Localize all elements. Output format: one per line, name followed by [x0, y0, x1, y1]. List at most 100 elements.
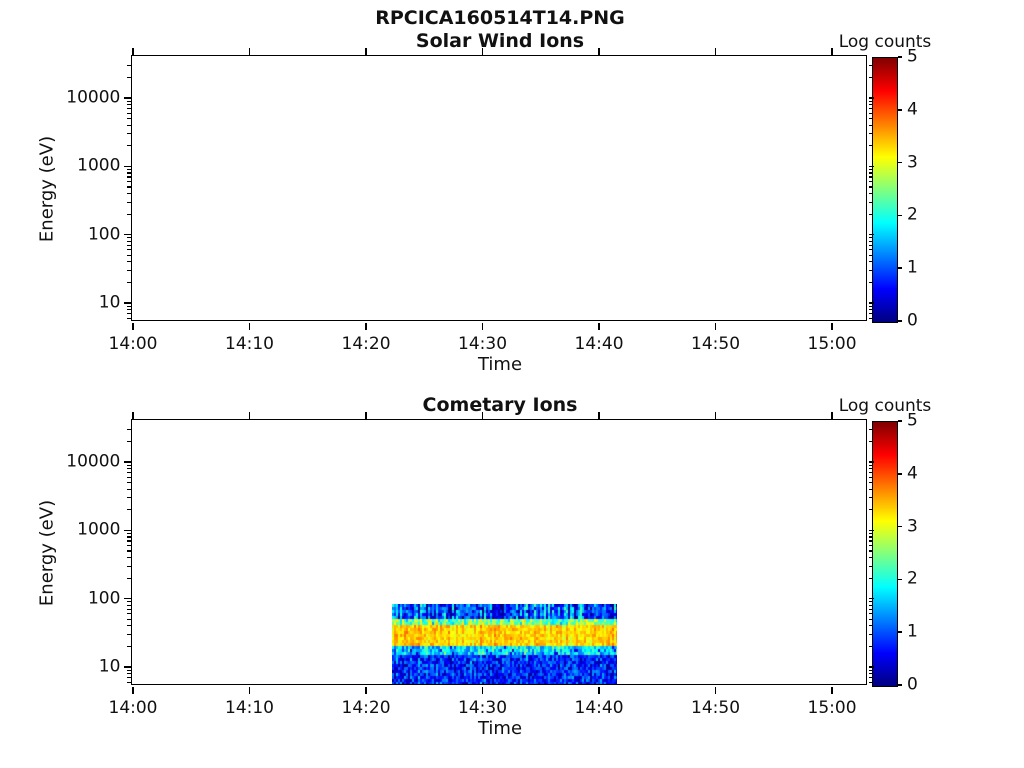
- y-tick-mark: [124, 233, 132, 236]
- y-tick-mark-right: [868, 550, 872, 552]
- y-tick-mark-right: [868, 176, 872, 178]
- y-tick-mark-right: [868, 544, 872, 547]
- colorbar-tick-label: 0: [907, 310, 918, 331]
- y-tick-mark-right: [868, 613, 872, 615]
- y-tick-mark-right: [868, 317, 872, 319]
- y-tick-mark: [127, 269, 132, 271]
- x-tick-mark: [365, 686, 367, 694]
- y-tick-mark-right: [868, 509, 872, 511]
- x-tick-label: 14:20: [341, 333, 391, 354]
- y-tick-mark: [127, 213, 132, 215]
- colorbar-tick-mark: [898, 473, 903, 475]
- x-tick-mark-top: [714, 48, 717, 56]
- y-tick-mark-right: [868, 145, 872, 147]
- colorbar-tick-mark: [898, 420, 903, 422]
- y-tick-mark: [127, 601, 132, 603]
- colorbar-tick-label: 4: [907, 463, 918, 484]
- y-tick-label: 10000: [66, 87, 121, 108]
- y-tick-mark: [127, 676, 132, 679]
- colorbar-tick-mark: [898, 631, 903, 633]
- y-tick-mark-right: [868, 673, 872, 675]
- x-tick-mark-top: [481, 412, 484, 420]
- x-tick-mark-top: [365, 48, 367, 56]
- y-tick-label: 1000: [77, 156, 121, 177]
- colorbar-tick-label: 5: [907, 46, 918, 67]
- y-tick-label: 100: [87, 224, 121, 245]
- y-tick-mark: [127, 625, 132, 627]
- y-tick-mark: [127, 482, 132, 484]
- y-tick-mark-right: [868, 488, 872, 490]
- x-tick-mark-top: [365, 412, 367, 420]
- x-tick-label: 14:10: [225, 333, 274, 354]
- x-tick-label: 14:10: [225, 697, 274, 718]
- x-tick-mark: [714, 322, 717, 330]
- y-tick-mark: [127, 428, 132, 431]
- y-tick-mark: [127, 577, 132, 579]
- y-tick-mark-right: [868, 676, 872, 679]
- y-tick-mark-right: [868, 529, 874, 532]
- x-axis-label: Time: [477, 718, 523, 739]
- colorbar-tick-mark: [898, 214, 903, 217]
- y-tick-mark-right: [868, 180, 872, 183]
- y-tick-mark: [127, 237, 132, 239]
- y-tick-mark: [127, 254, 132, 256]
- y-tick-mark: [127, 497, 132, 499]
- colorbar-tick-mark: [898, 161, 903, 164]
- y-tick-mark-right: [868, 254, 872, 256]
- y-tick-mark-right: [868, 577, 872, 579]
- y-tick-mark-right: [868, 64, 872, 67]
- cometary-ions-spectrogram: [392, 604, 618, 685]
- y-tick-mark: [127, 305, 132, 307]
- y-tick-mark-right: [868, 168, 872, 171]
- y-tick-mark: [127, 176, 132, 178]
- y-tick-mark: [127, 100, 132, 102]
- y-tick-mark: [127, 608, 132, 610]
- x-tick-label: 14:00: [108, 333, 158, 354]
- y-tick-mark-right: [868, 540, 872, 542]
- y-tick-mark: [124, 666, 132, 668]
- y-tick-mark-right: [868, 440, 872, 443]
- panel-title-cometary-ions: Cometary Ions: [422, 394, 578, 416]
- x-tick-mark: [132, 686, 134, 694]
- y-tick-mark-right: [868, 618, 872, 620]
- y-tick-mark: [127, 673, 132, 675]
- y-tick-mark: [124, 597, 132, 600]
- y-tick-mark: [127, 104, 132, 106]
- x-tick-label: 14:20: [341, 697, 391, 718]
- y-tick-mark-right: [868, 233, 874, 236]
- y-tick-mark: [127, 532, 132, 535]
- y-tick-label: 10: [98, 292, 121, 313]
- y-tick-mark-right: [868, 464, 872, 466]
- x-tick-mark: [248, 686, 251, 694]
- y-tick-mark: [127, 180, 132, 183]
- y-tick-mark: [127, 565, 132, 567]
- y-tick-mark-right: [868, 165, 874, 168]
- y-tick-mark: [127, 118, 132, 120]
- colorbar-tick-mark: [898, 109, 903, 111]
- y-tick-mark-right: [868, 681, 872, 683]
- y-tick-label: 1000: [77, 520, 121, 541]
- y-tick-mark-right: [868, 118, 872, 120]
- y-tick-mark-right: [868, 108, 872, 110]
- y-tick-mark-right: [868, 76, 872, 79]
- x-tick-mark: [714, 686, 717, 694]
- y-tick-mark-right: [868, 565, 872, 567]
- colorbar-tick-mark: [898, 578, 903, 581]
- y-tick-mark-right: [868, 240, 872, 242]
- y-tick-mark-right: [868, 269, 872, 271]
- colorbar-tick-mark: [898, 320, 903, 322]
- colorbar-tick-label: 2: [907, 204, 918, 225]
- y-axis-label: Energy (eV): [36, 499, 58, 607]
- x-tick-mark: [365, 322, 367, 330]
- colorbar-tick-label: 4: [907, 99, 918, 120]
- x-tick-label: 14:00: [108, 697, 158, 718]
- y-tick-mark-right: [868, 201, 872, 203]
- colorbar-tick-mark: [898, 684, 903, 686]
- y-tick-mark-right: [868, 124, 872, 126]
- colorbar-tick-label: 5: [907, 410, 918, 431]
- y-tick-mark: [127, 468, 132, 470]
- x-tick-label: 14:50: [691, 333, 741, 354]
- y-tick-mark-right: [868, 604, 872, 606]
- y-tick-mark-right: [868, 645, 872, 648]
